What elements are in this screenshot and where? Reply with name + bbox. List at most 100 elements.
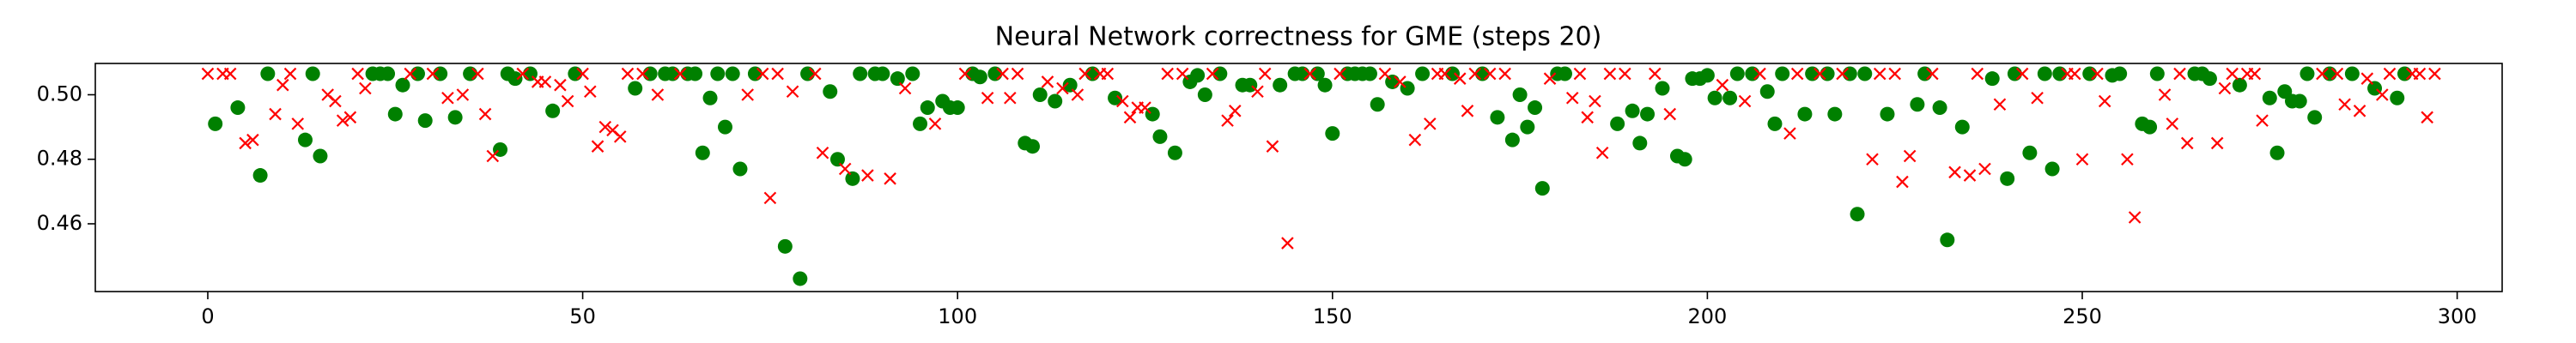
point	[950, 100, 965, 116]
point	[1490, 110, 1505, 125]
x-marker	[1565, 91, 1579, 105]
chart-title: Neural Network correctness for GME (step…	[995, 22, 1602, 52]
point	[463, 66, 478, 81]
point	[2044, 161, 2060, 177]
point	[725, 66, 740, 81]
point	[208, 116, 223, 131]
x-marker	[2173, 67, 2186, 81]
x-marker	[621, 67, 635, 81]
x-marker	[1041, 75, 1054, 88]
x-marker	[1206, 67, 1219, 81]
x-marker	[2256, 114, 2269, 127]
x-marker	[884, 172, 896, 185]
x-marker	[404, 67, 417, 81]
point	[1048, 93, 1063, 109]
point	[987, 66, 1003, 81]
x-marker	[1603, 67, 1617, 81]
point	[1295, 66, 1310, 81]
point	[747, 66, 762, 81]
x-marker	[1438, 67, 1452, 81]
point	[695, 145, 710, 160]
x-marker	[269, 107, 282, 121]
x-marker	[276, 78, 289, 92]
x-marker	[2015, 67, 2029, 81]
x-marker	[2353, 105, 2366, 117]
x-marker	[636, 67, 649, 81]
point	[1707, 90, 1722, 105]
point	[545, 103, 561, 118]
x-tick-label: 100	[938, 304, 977, 328]
point	[920, 100, 935, 116]
point	[2112, 66, 2128, 81]
x-marker	[1663, 107, 1677, 121]
x-marker	[516, 67, 530, 81]
point	[1167, 145, 1182, 160]
x-marker	[763, 191, 777, 205]
point	[1415, 66, 1431, 81]
x-marker	[673, 67, 687, 81]
x-marker	[928, 117, 942, 130]
x-marker	[2166, 117, 2179, 130]
y-tick-label: 0.50	[37, 81, 82, 105]
x-marker	[1266, 140, 1279, 153]
point	[1745, 66, 1760, 81]
point	[1273, 77, 1288, 93]
point	[1084, 66, 1100, 81]
point	[2262, 90, 2277, 105]
point	[1032, 87, 1048, 102]
point	[642, 66, 658, 81]
x-marker	[1071, 88, 1084, 101]
x-marker	[1498, 67, 1511, 81]
point	[1512, 87, 1528, 102]
y-tick-label: 0.48	[37, 147, 82, 171]
point	[1759, 84, 1775, 99]
point	[305, 66, 320, 81]
point	[395, 77, 410, 93]
x-marker	[1948, 165, 1961, 179]
x-marker	[1738, 94, 1752, 108]
point	[1775, 66, 1790, 81]
x-marker	[1589, 94, 1601, 108]
x-marker	[471, 67, 484, 81]
point	[665, 66, 680, 81]
point	[1820, 66, 1835, 81]
point	[2232, 77, 2247, 93]
point	[2082, 66, 2098, 81]
x-marker	[1229, 105, 1242, 117]
point	[1932, 100, 1947, 116]
x-marker	[426, 67, 440, 81]
plot-frame	[94, 63, 2503, 292]
x-marker	[538, 75, 552, 88]
x-marker	[246, 133, 259, 147]
x-marker	[2031, 91, 2044, 105]
point	[732, 161, 748, 177]
x-marker	[1123, 111, 1137, 124]
point	[1474, 66, 1490, 81]
x-marker	[456, 88, 470, 101]
x-tick-label: 300	[2438, 304, 2477, 328]
x-marker	[2421, 111, 2433, 124]
point	[1805, 66, 1820, 81]
x-marker	[771, 67, 784, 81]
point	[1797, 106, 1813, 122]
x-marker	[584, 85, 597, 99]
point	[1534, 181, 1550, 196]
point	[1827, 106, 1843, 122]
x-marker	[591, 140, 605, 153]
x-marker	[2180, 136, 2194, 150]
point	[845, 171, 860, 186]
point	[688, 66, 703, 81]
x-marker	[1543, 72, 1557, 85]
x-marker	[2121, 153, 2134, 166]
x-marker	[1648, 67, 1662, 81]
point	[387, 106, 403, 122]
point	[1632, 135, 1648, 151]
point	[507, 71, 523, 87]
x-marker	[1011, 67, 1024, 81]
point	[433, 66, 448, 81]
x-marker	[1978, 162, 1991, 176]
x-marker	[359, 81, 372, 95]
point	[2142, 119, 2158, 135]
x-marker	[1056, 81, 1069, 95]
